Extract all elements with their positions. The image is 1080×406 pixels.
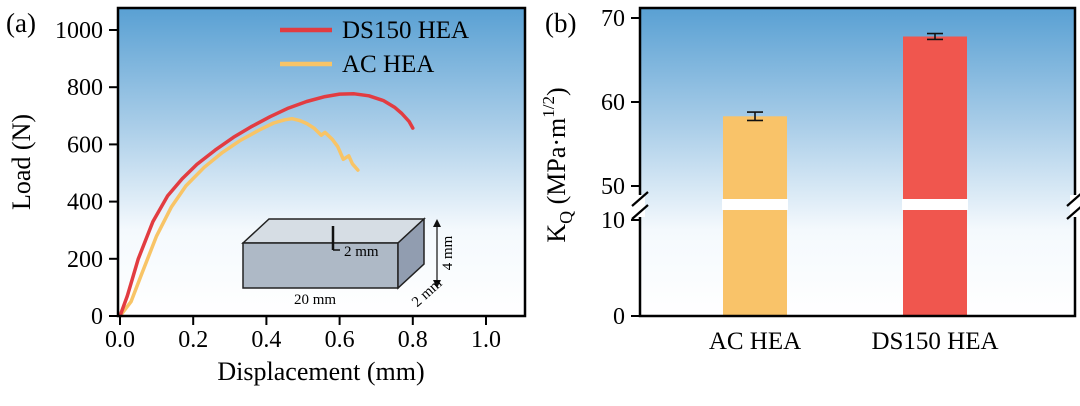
- y-tick-label: 1000: [55, 18, 103, 44]
- axis-break-gap-left: [635, 195, 645, 217]
- series-line-ac-hea: [118, 116, 360, 318]
- axis-break-slash: [1066, 193, 1080, 207]
- plot-frame-a: [116, 6, 527, 318]
- y-axis-title-b: KQ (MPa·m1/2): [539, 87, 576, 242]
- x-tick-label: 0.4: [251, 327, 281, 353]
- axis-break-slash: [631, 204, 649, 220]
- bar-ds150-hea: [903, 36, 967, 316]
- y-tick-label: 50: [601, 174, 625, 200]
- axis-break-slash: [1066, 206, 1080, 220]
- plot-frame-b: [638, 6, 1077, 318]
- specimen-length-label: 20 mm: [294, 292, 336, 308]
- y-tick-label: 400: [67, 190, 103, 216]
- bars-group: [722, 32, 968, 316]
- x-axis-title-a: Displacement (mm): [217, 357, 424, 386]
- x-tick-label: 0.8: [398, 327, 428, 353]
- y-axis-title-a: Load (N): [7, 114, 36, 210]
- category-label: AC HEA: [709, 328, 801, 355]
- x-tick-label: 0.2: [178, 327, 208, 353]
- y-axis-ticks-a: 0 200 400 600 800 1000: [55, 18, 118, 330]
- specimen-height-label: 4 mm: [440, 235, 456, 270]
- specimen-inset: 2 mm 4 mm 20 mm 2 mm: [241, 217, 456, 311]
- arrowhead-down: [433, 280, 441, 288]
- panel-a: 0.0 0.2 0.4 0.6 0.8 1.0 0 200 400 600 800 1000 DS1…: [0, 0, 535, 401]
- x-tick-label: 0.0: [105, 327, 135, 353]
- axis-break-slash: [631, 191, 649, 207]
- y-tick-label: 10: [601, 208, 625, 234]
- legend-label-ac: AC HEA: [342, 51, 434, 78]
- y-tick-label: 200: [67, 247, 103, 273]
- y-tick-label: 800: [67, 75, 103, 101]
- x-tick-label: 1.0: [471, 327, 501, 353]
- plot-background-b: [640, 8, 1075, 316]
- category-labels: AC HEA DS150 HEA: [709, 328, 999, 355]
- panel-b-label: (b): [545, 8, 576, 38]
- y-axis-ticks-b: 0 10 50 60 70: [601, 6, 640, 330]
- y-tick-label: 0: [91, 304, 103, 330]
- x-tick-label: 0.6: [325, 327, 355, 353]
- notch-depth-label: 2 mm: [344, 244, 379, 260]
- specimen-right-face: [397, 217, 425, 290]
- panel-b: 0 10 50 60 70 AC HEA DS150 HEA KQ (MPa·m1/2) …: [535, 0, 1080, 401]
- y-tick-label: 0: [613, 304, 625, 330]
- arrowhead-up: [433, 219, 441, 227]
- series-line-ds150-hea: [118, 92, 415, 318]
- y-tick-label: 70: [601, 6, 625, 32]
- series-lines: [118, 92, 415, 318]
- legend-a: DS150 HEA AC HEA: [280, 17, 469, 78]
- axis-break: [631, 191, 1080, 220]
- axis-break-gap-right: [1070, 195, 1080, 217]
- x-axis-ticks-a: 0.0 0.2 0.4 0.6 0.8 1.0: [105, 316, 501, 353]
- panel-a-label: (a): [6, 8, 36, 38]
- load-displacement-chart: 0.0 0.2 0.4 0.6 0.8 1.0 0 200 400 600 800 1000 DS1…: [6, 6, 527, 386]
- bar-ac-hea: [723, 116, 787, 316]
- legend-label-ds150: DS150 HEA: [342, 17, 469, 44]
- category-label: DS150 HEA: [871, 328, 998, 355]
- y-tick-label: 60: [601, 90, 625, 116]
- bar-break-band: [902, 199, 968, 210]
- y-tick-label: 600: [67, 132, 103, 158]
- bar-break-band: [722, 199, 788, 210]
